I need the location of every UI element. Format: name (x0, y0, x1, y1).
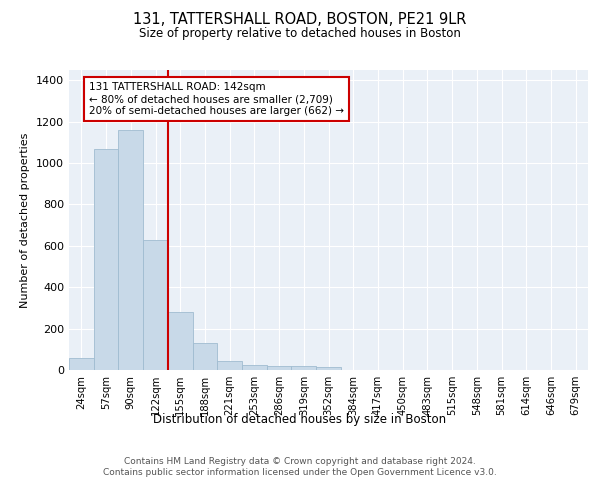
Bar (242, 366, 267, 370)
Text: 131 TATTERSHALL ROAD: 142sqm
← 80% of detached houses are smaller (2,709)
20% of: 131 TATTERSHALL ROAD: 142sqm ← 80% of de… (89, 82, 344, 116)
Bar (143, 240, 168, 370)
Bar (94, 148, 118, 370)
Bar (118, 130, 143, 370)
Text: 131, TATTERSHALL ROAD, BOSTON, PE21 9LR: 131, TATTERSHALL ROAD, BOSTON, PE21 9LR (133, 12, 467, 28)
Bar (217, 362, 242, 370)
Bar (316, 367, 341, 370)
Bar (267, 366, 292, 370)
Bar (193, 343, 217, 370)
Bar (292, 366, 316, 370)
Text: Contains HM Land Registry data © Crown copyright and database right 2024.
Contai: Contains HM Land Registry data © Crown c… (103, 458, 497, 477)
Bar (168, 312, 193, 370)
Y-axis label: Number of detached properties: Number of detached properties (20, 132, 31, 308)
Text: Size of property relative to detached houses in Boston: Size of property relative to detached ho… (139, 28, 461, 40)
Text: Distribution of detached houses by size in Boston: Distribution of detached houses by size … (154, 412, 446, 426)
Bar (69, 358, 94, 370)
